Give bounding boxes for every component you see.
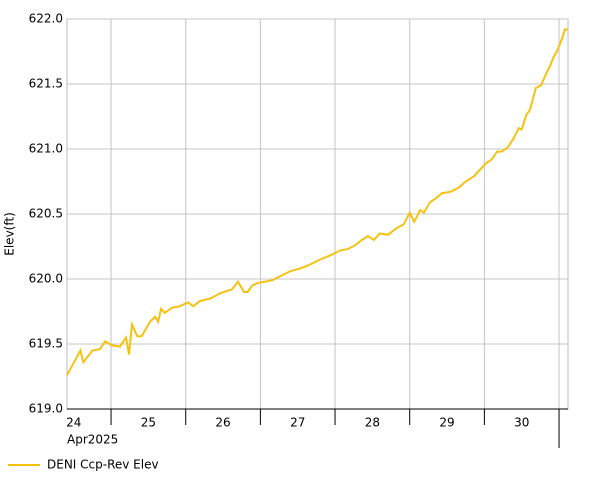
- x-tick-label: 27: [290, 416, 305, 430]
- y-tick-label: 620.5: [29, 207, 63, 221]
- x-tick-label: 25: [141, 416, 156, 430]
- y-tick-label: 619.5: [29, 337, 63, 351]
- x-tick-label: 29: [439, 416, 454, 430]
- y-tick-label: 620.0: [29, 272, 63, 286]
- x-tick-label: 24: [66, 416, 81, 430]
- x-tick-label: 30: [514, 416, 529, 430]
- legend-label: DENI Ccp-Rev Elev: [47, 458, 159, 472]
- y-tick-label: 622.0: [29, 12, 63, 26]
- x-tick-label: 28: [365, 416, 380, 430]
- y-tick-label: 621.5: [29, 77, 63, 91]
- y-tick-label: 619.0: [29, 402, 63, 416]
- x-tick-label: 26: [215, 416, 230, 430]
- x-sublabel: Apr2025: [67, 433, 118, 447]
- series-line: [66, 28, 568, 376]
- y-axis-label: Elev(ft): [3, 212, 17, 255]
- y-tick-label: 621.0: [29, 142, 63, 156]
